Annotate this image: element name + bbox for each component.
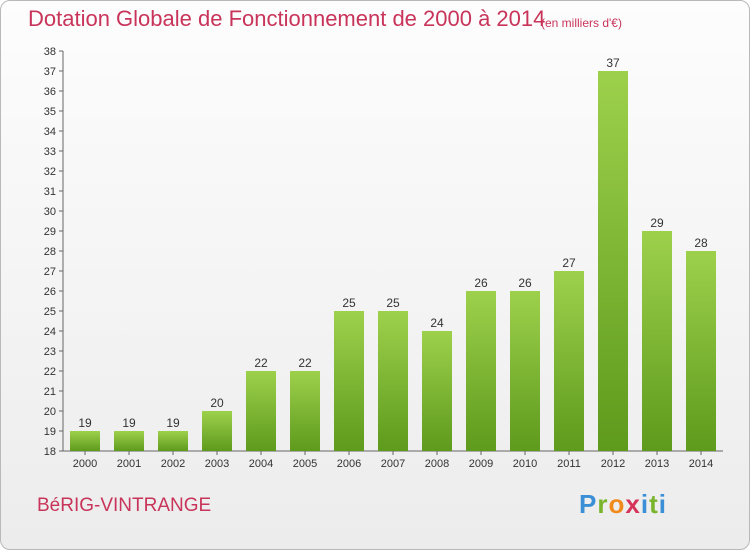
x-tick-label: 2005 [293,458,317,470]
y-tick-label: 33 [44,146,56,158]
bar [510,291,540,451]
bar-value-label: 26 [474,276,488,290]
y-tick-label: 23 [44,346,56,358]
proxiti-logo[interactable]: Proxiti [579,489,667,519]
x-tick-label: 2002 [161,458,185,470]
bar [554,271,584,451]
y-tick-label: 28 [44,246,56,258]
x-tick-label: 2000 [73,458,97,470]
value-labels: 19 19 19 20 22 22 25 25 24 26 26 27 37 29 28 [78,56,708,430]
bar-value-label: 19 [78,416,92,430]
bar [246,371,276,451]
bar-value-label: 24 [430,316,444,330]
bar [70,431,100,451]
y-tick-label: 32 [44,166,56,178]
bar-value-label: 25 [386,296,400,310]
bar [290,371,320,451]
y-tick-label: 25 [44,306,56,318]
bar-value-label: 19 [122,416,136,430]
y-tick-label: 22 [44,366,56,378]
x-tick-label: 2012 [601,458,625,470]
y-tick-label: 34 [44,126,56,138]
y-tick-label: 18 [44,446,56,458]
bar [158,431,188,451]
bars [70,71,716,451]
y-tick-label: 19 [44,426,56,438]
bar-value-label: 20 [210,396,224,410]
bar [642,231,672,451]
y-tick-label: 26 [44,286,56,298]
chart-unit: (en milliers d'€) [541,16,622,30]
bar-value-label: 26 [518,276,532,290]
bar [598,71,628,451]
y-tick-label: 37 [44,66,56,78]
x-tick-label: 2007 [381,458,405,470]
bar-value-label: 22 [254,356,268,370]
x-tick-label: 2008 [425,458,449,470]
bar [686,251,716,451]
bar [334,311,364,451]
bar-value-label: 37 [606,56,620,70]
x-tick-label: 2006 [337,458,361,470]
y-tick-label: 29 [44,226,56,238]
y-tick-label: 27 [44,266,56,278]
x-tick-label: 2001 [117,458,141,470]
x-tick-label: 2011 [557,458,581,470]
bar [422,331,452,451]
city-name: BéRIG-VINTRANGE [37,495,212,516]
x-tick-label: 2009 [469,458,493,470]
bar [378,311,408,451]
y-tick-label: 24 [44,326,56,338]
y-tick-label: 20 [44,406,56,418]
y-tick-label: 36 [44,86,56,98]
bar-value-label: 25 [342,296,356,310]
bar [114,431,144,451]
bar-value-label: 28 [694,236,708,250]
bar-value-label: 19 [166,416,180,430]
x-tick-label: 2003 [205,458,229,470]
bar [202,411,232,451]
bar-value-label: 22 [298,356,312,370]
chart-title: Dotation Globale de Fonctionnement de 20… [28,6,546,31]
bar [466,291,496,451]
x-tick-label: 2014 [689,458,713,470]
y-tick-label: 38 [44,46,56,58]
axes: 18 19 20 21 22 23 24 25 26 27 28 29 30 31 32 33 34 35 36 37… [44,46,723,470]
y-tick-label: 31 [44,186,56,198]
y-tick-label: 35 [44,106,56,118]
x-tick-label: 2004 [249,458,273,470]
bar-value-label: 27 [562,256,576,270]
y-tick-label: 30 [44,206,56,218]
y-tick-label: 21 [44,386,56,398]
x-tick-label: 2013 [645,458,669,470]
x-tick-label: 2010 [513,458,537,470]
bar-value-label: 29 [650,216,664,230]
